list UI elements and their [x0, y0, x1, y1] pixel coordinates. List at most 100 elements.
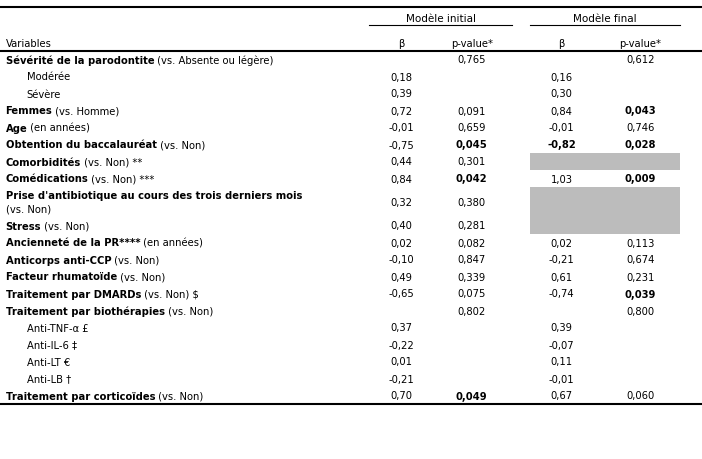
Text: 0,039: 0,039	[625, 289, 656, 299]
Text: (vs. Homme): (vs. Homme)	[53, 106, 119, 116]
Text: 0,67: 0,67	[550, 391, 573, 401]
Text: (vs. Non): (vs. Non)	[155, 391, 204, 401]
Text: -0,75: -0,75	[389, 140, 414, 150]
Text: 0,746: 0,746	[626, 123, 654, 133]
Text: Traitement par DMARDs: Traitement par DMARDs	[6, 289, 141, 299]
Text: -0,21: -0,21	[549, 255, 574, 265]
Text: 0,84: 0,84	[550, 106, 573, 116]
Text: (vs. Non) **: (vs. Non) **	[81, 157, 143, 167]
Text: Anti-IL-6 ‡: Anti-IL-6 ‡	[27, 340, 77, 350]
Text: 0,075: 0,075	[458, 289, 486, 299]
Text: Age: Age	[6, 123, 27, 133]
Text: Modèle final: Modèle final	[573, 14, 637, 23]
Text: 0,11: 0,11	[550, 357, 573, 367]
Text: 0,16: 0,16	[550, 73, 573, 82]
Text: (vs. Non): (vs. Non)	[41, 221, 89, 231]
Text: 0,301: 0,301	[458, 157, 486, 167]
Text: 0,674: 0,674	[626, 255, 654, 265]
Text: Prise d'antibiotique au cours des trois derniers mois: Prise d'antibiotique au cours des trois …	[6, 191, 302, 201]
Text: Ancienneté de la PR****: Ancienneté de la PR****	[6, 238, 140, 248]
Text: -0,82: -0,82	[548, 140, 576, 150]
Text: 0,043: 0,043	[624, 106, 656, 116]
Bar	[530, 218, 680, 235]
Text: -0,01: -0,01	[389, 123, 414, 133]
Text: Comédications: Comédications	[6, 174, 88, 184]
Text: p-value*: p-value*	[451, 39, 493, 49]
Text: (vs. Non): (vs. Non)	[117, 272, 165, 282]
Text: -0,65: -0,65	[389, 289, 414, 299]
Text: Modérée: Modérée	[27, 73, 70, 82]
Bar	[530, 188, 680, 218]
Text: -0,22: -0,22	[389, 340, 414, 350]
Text: 0,01: 0,01	[390, 357, 413, 367]
Text: 0,765: 0,765	[458, 56, 486, 65]
Text: Femmes: Femmes	[6, 106, 53, 116]
Text: -0,07: -0,07	[549, 340, 574, 350]
Bar	[530, 154, 680, 171]
Text: p-value*: p-value*	[619, 39, 661, 49]
Text: 0,49: 0,49	[390, 272, 413, 282]
Text: (en années): (en années)	[27, 123, 91, 133]
Text: (vs. Non): (vs. Non)	[164, 306, 213, 316]
Text: 0,042: 0,042	[456, 174, 488, 184]
Text: Obtention du baccalauréat: Obtention du baccalauréat	[6, 140, 157, 150]
Text: 0,091: 0,091	[458, 106, 486, 116]
Text: 0,02: 0,02	[390, 238, 413, 248]
Text: 0,847: 0,847	[458, 255, 486, 265]
Text: Anti-TNF-α £: Anti-TNF-α £	[27, 323, 88, 333]
Text: Stress: Stress	[6, 221, 41, 231]
Text: Comorbidités: Comorbidités	[6, 157, 81, 167]
Text: Sévère: Sévère	[27, 90, 61, 99]
Text: 0,800: 0,800	[626, 306, 654, 316]
Text: (vs. Non) $: (vs. Non) $	[141, 289, 199, 299]
Text: (vs. Non): (vs. Non)	[6, 204, 51, 214]
Text: -0,10: -0,10	[389, 255, 414, 265]
Text: 0,30: 0,30	[550, 90, 573, 99]
Text: 0,231: 0,231	[626, 272, 654, 282]
Text: 0,612: 0,612	[626, 56, 654, 65]
Text: 0,113: 0,113	[626, 238, 654, 248]
Text: 0,72: 0,72	[390, 106, 413, 116]
Text: 1,03: 1,03	[550, 174, 573, 184]
Text: 0,32: 0,32	[390, 197, 413, 207]
Text: Traitement par corticoïdes: Traitement par corticoïdes	[6, 391, 155, 401]
Text: Variables: Variables	[6, 39, 51, 49]
Text: Traitement par biothérapies: Traitement par biothérapies	[6, 306, 164, 316]
Text: -0,21: -0,21	[389, 374, 414, 384]
Text: (vs. Non) ***: (vs. Non) ***	[88, 174, 154, 184]
Text: 0,659: 0,659	[458, 123, 486, 133]
Text: -0,01: -0,01	[549, 374, 574, 384]
Text: 0,44: 0,44	[390, 157, 413, 167]
Text: (vs. Non): (vs. Non)	[111, 255, 159, 265]
Text: (en années): (en années)	[140, 238, 203, 248]
Text: Sévérité de la parodontite: Sévérité de la parodontite	[6, 55, 154, 66]
Text: 0,18: 0,18	[390, 73, 413, 82]
Text: Modèle initial: Modèle initial	[406, 14, 475, 23]
Text: 0,61: 0,61	[550, 272, 573, 282]
Text: β: β	[398, 39, 405, 49]
Text: 0,39: 0,39	[550, 323, 573, 333]
Text: (vs. Absente ou légère): (vs. Absente ou légère)	[154, 55, 274, 66]
Text: 0,281: 0,281	[458, 221, 486, 231]
Text: 0,339: 0,339	[458, 272, 486, 282]
Text: β: β	[558, 39, 565, 49]
Text: 0,380: 0,380	[458, 197, 486, 207]
Text: 0,082: 0,082	[458, 238, 486, 248]
Text: 0,009: 0,009	[625, 174, 656, 184]
Text: 0,802: 0,802	[458, 306, 486, 316]
Text: 0,028: 0,028	[625, 140, 656, 150]
Text: -0,74: -0,74	[549, 289, 574, 299]
Text: 0,02: 0,02	[550, 238, 573, 248]
Text: 0,049: 0,049	[456, 391, 488, 401]
Text: 0,84: 0,84	[390, 174, 413, 184]
Text: Anticorps anti-CCP: Anticorps anti-CCP	[6, 255, 111, 265]
Text: 0,37: 0,37	[390, 323, 413, 333]
Text: Anti-LT €: Anti-LT €	[27, 357, 70, 367]
Text: 0,40: 0,40	[390, 221, 413, 231]
Text: 0,39: 0,39	[390, 90, 413, 99]
Text: Anti-LB †: Anti-LB †	[27, 374, 71, 384]
Text: -0,01: -0,01	[549, 123, 574, 133]
Text: 0,70: 0,70	[390, 391, 413, 401]
Text: 0,060: 0,060	[626, 391, 654, 401]
Text: Facteur rhumatoïde: Facteur rhumatoïde	[6, 272, 117, 282]
